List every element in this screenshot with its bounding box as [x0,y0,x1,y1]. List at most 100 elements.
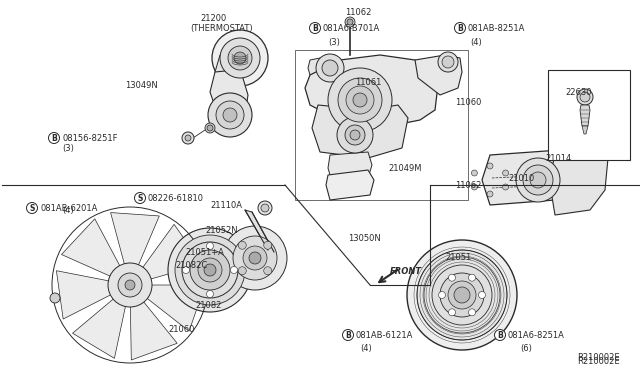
Circle shape [407,240,517,350]
Circle shape [523,165,553,195]
Circle shape [350,130,360,140]
Circle shape [472,170,477,176]
Circle shape [468,309,476,316]
Circle shape [417,250,507,340]
Text: (3): (3) [62,144,74,153]
Text: (4): (4) [62,205,74,215]
Circle shape [346,86,374,114]
Polygon shape [335,72,398,95]
Circle shape [264,241,272,249]
Text: FRONT: FRONT [390,267,422,276]
Circle shape [233,236,277,280]
Text: 081A6-B701A: 081A6-B701A [323,23,380,32]
Circle shape [185,135,191,141]
Circle shape [216,101,244,129]
Text: 21082: 21082 [195,301,221,310]
Circle shape [345,17,355,27]
Circle shape [468,274,476,281]
Text: B: B [497,330,503,340]
Text: 11062: 11062 [455,180,481,189]
Text: 21014: 21014 [545,154,572,163]
Text: 081A6-8251A: 081A6-8251A [508,330,565,340]
Text: 081AB-6121A: 081AB-6121A [356,330,413,340]
Text: 081AB-8251A: 081AB-8251A [468,23,525,32]
Text: 11060: 11060 [455,97,481,106]
Text: B: B [345,330,351,340]
Text: 21060: 21060 [168,326,195,334]
Polygon shape [312,105,408,158]
Text: 13049N: 13049N [125,80,157,90]
Text: (4): (4) [360,343,372,353]
Circle shape [438,52,458,72]
Circle shape [50,293,60,303]
Circle shape [258,201,272,215]
Text: (THERMOSTAT): (THERMOSTAT) [190,23,253,32]
Circle shape [345,125,365,145]
Circle shape [316,54,344,82]
Text: 21110A: 21110A [210,201,242,209]
Circle shape [243,246,267,270]
Circle shape [261,204,269,212]
Circle shape [577,89,593,105]
Circle shape [454,22,465,33]
Circle shape [198,258,222,282]
Text: 21010: 21010 [508,173,534,183]
Circle shape [322,60,338,76]
Circle shape [440,273,484,317]
Circle shape [238,241,246,249]
Circle shape [223,108,237,122]
Circle shape [204,264,216,276]
Circle shape [182,132,194,144]
Circle shape [205,123,215,133]
Circle shape [228,46,252,70]
Circle shape [207,243,214,250]
Text: 08226-61810: 08226-61810 [148,193,204,202]
Polygon shape [215,55,238,92]
Text: (3): (3) [328,38,340,46]
Text: R210002E: R210002E [577,357,620,366]
Circle shape [220,38,260,78]
Text: 21200: 21200 [200,13,227,22]
Polygon shape [482,150,575,205]
Polygon shape [210,70,248,118]
Circle shape [580,92,590,102]
Polygon shape [143,224,202,279]
Polygon shape [326,170,374,200]
Circle shape [438,292,445,298]
Circle shape [208,93,252,137]
Text: B: B [312,23,318,32]
Circle shape [230,266,237,273]
Circle shape [487,163,493,169]
Polygon shape [308,55,340,82]
Circle shape [168,228,252,312]
Circle shape [516,158,560,202]
Polygon shape [580,105,590,126]
Text: 08156-8251F: 08156-8251F [62,134,118,142]
Circle shape [448,281,476,309]
Circle shape [502,170,509,176]
Circle shape [49,132,60,144]
Circle shape [479,292,486,298]
Circle shape [249,252,261,264]
Circle shape [26,202,38,214]
Circle shape [118,273,142,297]
Circle shape [207,125,213,131]
Polygon shape [61,219,120,276]
Text: B: B [51,134,57,142]
Text: B: B [457,23,463,32]
Circle shape [338,78,382,122]
Circle shape [207,291,214,298]
Circle shape [223,226,287,290]
Text: 21049M: 21049M [388,164,422,173]
Circle shape [234,52,246,64]
Circle shape [108,263,152,307]
Polygon shape [582,126,588,134]
Circle shape [449,309,456,316]
Circle shape [328,68,392,132]
Text: 081AB-6201A: 081AB-6201A [40,203,97,212]
Circle shape [134,192,145,203]
Circle shape [495,330,506,340]
Circle shape [487,191,493,197]
Circle shape [182,242,238,298]
Text: 11061: 11061 [355,77,381,87]
